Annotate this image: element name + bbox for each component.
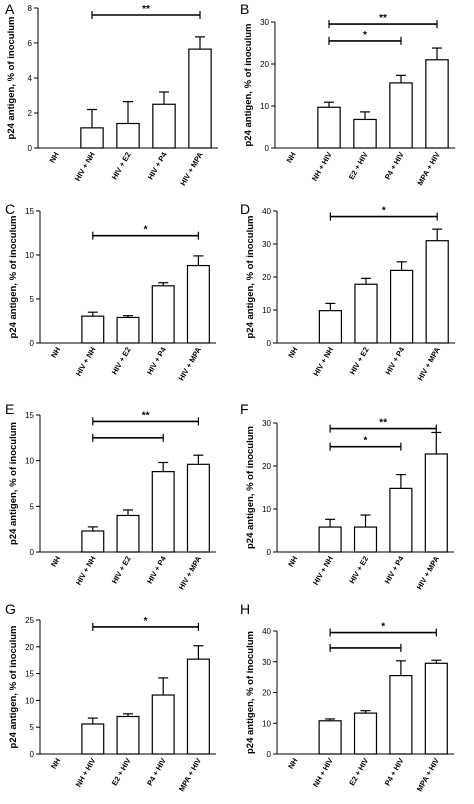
y-tick-label: 20 bbox=[260, 60, 269, 69]
significance-label: * bbox=[382, 206, 386, 217]
y-tick-label: 40 bbox=[262, 207, 271, 216]
y-tick-label: 10 bbox=[25, 251, 34, 260]
bar bbox=[116, 715, 140, 755]
y-tick-label: 20 bbox=[262, 689, 271, 698]
y-tick-label: 25 bbox=[25, 616, 34, 625]
y-tick-label: 6 bbox=[28, 39, 33, 48]
y-tick-label: 5 bbox=[30, 502, 35, 511]
bar bbox=[81, 530, 105, 553]
y-tick-label: 20 bbox=[25, 643, 34, 652]
y-tick-label: 0 bbox=[267, 339, 272, 348]
y-axis-label: p24 antigen, % of inoculum bbox=[8, 422, 19, 545]
significance-label: * bbox=[144, 225, 148, 236]
bar bbox=[151, 471, 175, 553]
bar bbox=[425, 240, 449, 344]
y-tick-label: 20 bbox=[262, 462, 271, 471]
y-tick-label: 15 bbox=[25, 411, 34, 420]
bar bbox=[152, 103, 176, 149]
significance-label: ** bbox=[142, 410, 150, 421]
y-tick-label: 0 bbox=[267, 750, 272, 759]
y-tick-label: 5 bbox=[30, 723, 35, 732]
panel-letter: E bbox=[5, 401, 14, 417]
y-tick-label: 0 bbox=[265, 144, 270, 153]
significance-label: ** bbox=[379, 418, 387, 429]
y-tick-label: 10 bbox=[262, 306, 271, 315]
panel-letter: G bbox=[5, 601, 16, 617]
bar bbox=[318, 310, 343, 344]
bar bbox=[424, 662, 448, 755]
panel-letter: B bbox=[240, 1, 249, 17]
panel-letter: C bbox=[5, 201, 15, 217]
y-tick-label: 40 bbox=[262, 627, 271, 636]
bar bbox=[353, 526, 378, 553]
y-axis-label: p24 antigen, % of inoculum bbox=[245, 631, 256, 754]
bar bbox=[317, 106, 341, 149]
bar bbox=[389, 82, 413, 149]
y-tick-label: 15 bbox=[25, 207, 34, 216]
significance-label: * bbox=[363, 30, 367, 41]
y-tick-label: 10 bbox=[262, 719, 271, 728]
y-tick-label: 0 bbox=[30, 750, 35, 759]
significance-label: * bbox=[364, 436, 368, 447]
significance-label: ** bbox=[379, 13, 387, 24]
y-tick-label: 10 bbox=[25, 696, 34, 705]
y-axis-label: p24 antigen, % of inoculum bbox=[8, 626, 19, 749]
bar bbox=[353, 712, 378, 755]
bar bbox=[116, 122, 140, 149]
y-axis-label: p24 antigen, % of inoculum bbox=[243, 24, 254, 147]
bar bbox=[354, 283, 378, 344]
y-axis-label: p24 antigen, % of inoculum bbox=[245, 426, 256, 549]
bar bbox=[80, 127, 104, 149]
bar bbox=[186, 658, 210, 755]
y-tick-label: 10 bbox=[262, 505, 271, 514]
y-axis-label: p24 antigen, % of inoculum bbox=[6, 17, 17, 140]
y-axis-label: p24 antigen, % of inoculum bbox=[245, 216, 256, 339]
bar bbox=[81, 315, 105, 344]
bar bbox=[425, 59, 449, 149]
y-tick-label: 0 bbox=[30, 339, 35, 348]
bar bbox=[389, 674, 413, 755]
y-tick-label: 5 bbox=[30, 295, 35, 304]
significance-label: * bbox=[381, 622, 385, 633]
significance-label: * bbox=[144, 616, 148, 627]
y-tick-label: 20 bbox=[262, 273, 271, 282]
bar bbox=[81, 723, 105, 755]
bar bbox=[151, 285, 175, 344]
y-tick-label: 30 bbox=[262, 419, 271, 428]
y-tick-label: 0 bbox=[267, 548, 272, 557]
bar bbox=[389, 269, 414, 344]
y-tick-label: 30 bbox=[262, 658, 271, 667]
significance-label: ** bbox=[142, 4, 150, 15]
panel-letter: A bbox=[5, 1, 15, 17]
bar bbox=[389, 487, 413, 553]
bar bbox=[188, 48, 212, 149]
y-tick-label: 10 bbox=[25, 457, 34, 466]
y-tick-label: 10 bbox=[260, 102, 269, 111]
panel-letter: D bbox=[240, 201, 250, 217]
bar bbox=[116, 316, 140, 344]
y-tick-label: 30 bbox=[260, 18, 269, 27]
bar bbox=[151, 694, 175, 755]
bar bbox=[318, 720, 342, 755]
bar bbox=[186, 463, 210, 553]
y-tick-label: 15 bbox=[25, 670, 34, 679]
y-axis-label: p24 antigen, % of inoculum bbox=[8, 216, 19, 339]
y-tick-label: 0 bbox=[30, 548, 35, 557]
bar bbox=[186, 264, 210, 344]
y-tick-label: 30 bbox=[262, 240, 271, 249]
y-tick-label: 2 bbox=[28, 109, 33, 118]
panel-letter: H bbox=[240, 601, 250, 617]
y-tick-label: 0 bbox=[28, 144, 33, 153]
bar bbox=[116, 514, 140, 553]
panel-letter: F bbox=[240, 401, 249, 417]
y-tick-label: 4 bbox=[28, 74, 33, 83]
bar bbox=[353, 118, 377, 149]
y-tick-label: 8 bbox=[28, 4, 33, 13]
bar bbox=[318, 526, 342, 553]
bar bbox=[424, 453, 448, 553]
